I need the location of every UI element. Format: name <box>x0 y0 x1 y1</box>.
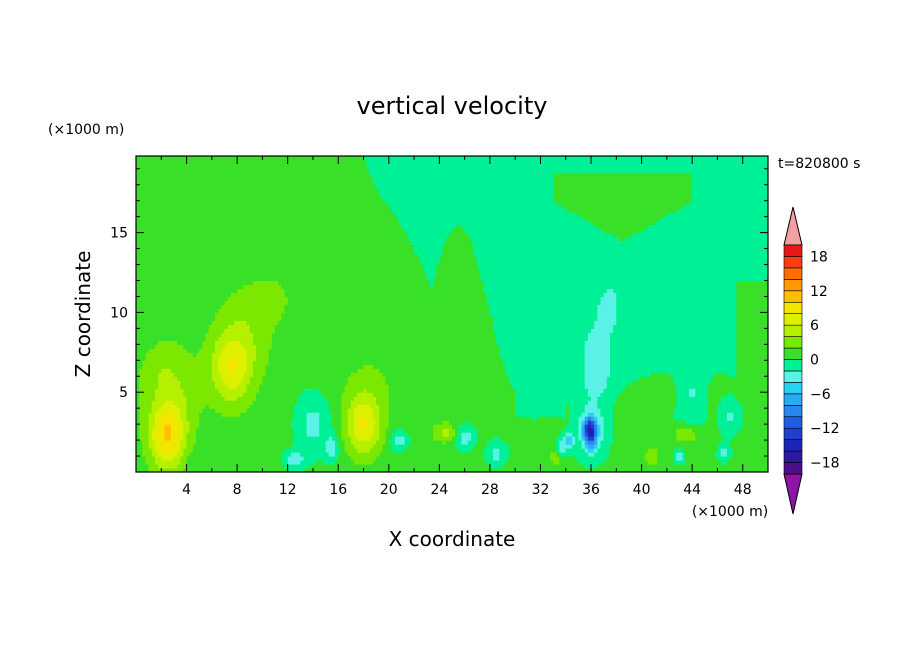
chart-title: vertical velocity <box>357 92 548 120</box>
contour-field <box>136 153 769 473</box>
y-unit-label: (×1000 m) <box>48 122 124 138</box>
time-label: t=820800 s <box>778 156 860 172</box>
